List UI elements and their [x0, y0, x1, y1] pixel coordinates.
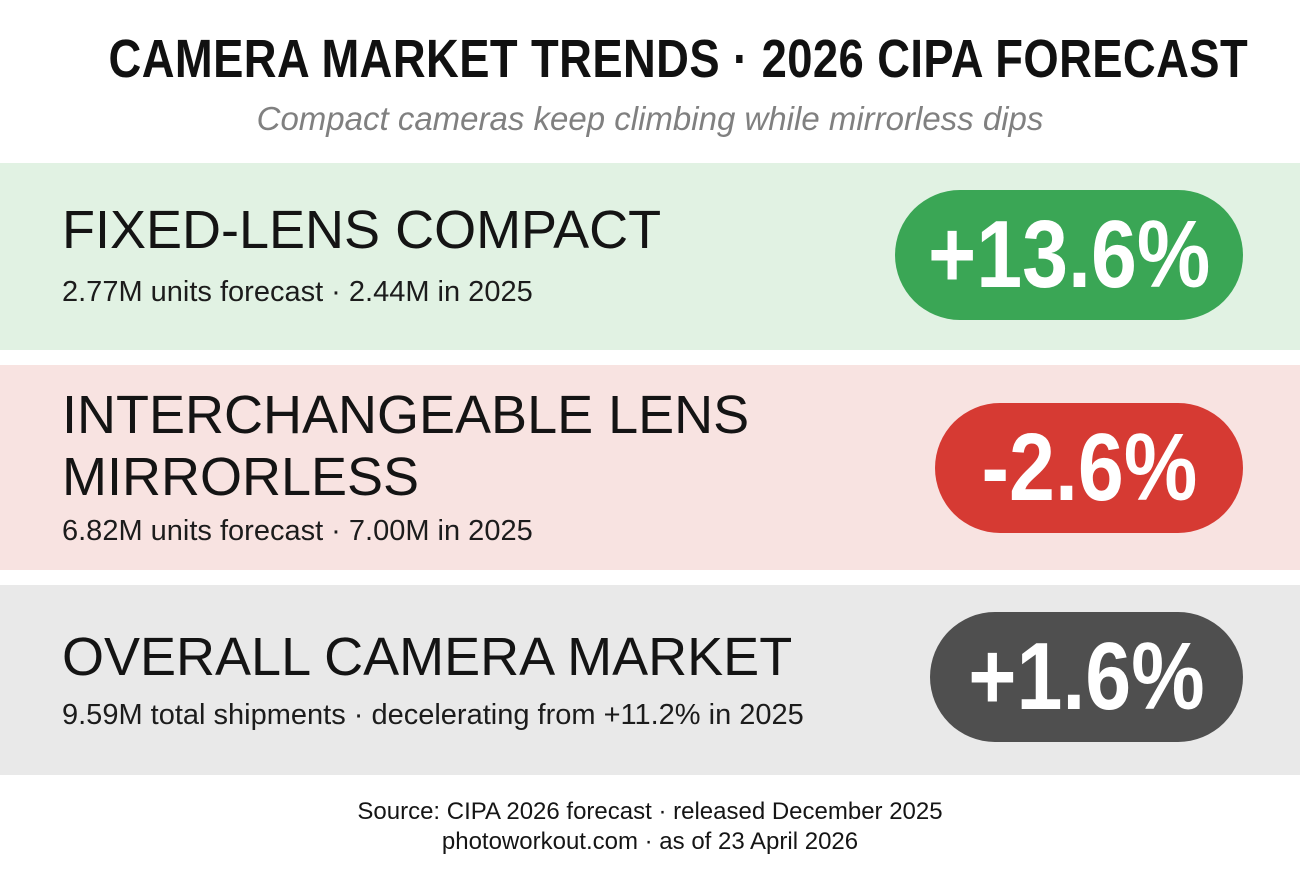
title-text: CAMERA MARKET TRENDS · 2026 CIPA FORECAS…: [108, 29, 1249, 89]
row-title-line1: INTERCHANGEABLE LENS: [62, 385, 750, 445]
row-detail: 2.77M units forecast · 2.44M in 2025: [62, 276, 533, 308]
row-detail: 6.82M units forecast · 7.00M in 2025: [62, 515, 533, 547]
change-value: +13.6%: [927, 201, 1211, 308]
row-overall-market: OVERALL CAMERA MARKET 9.59M total shipme…: [0, 585, 1300, 775]
change-badge: -2.6%: [935, 403, 1243, 533]
change-badge: +1.6%: [930, 612, 1243, 742]
change-value: -2.6%: [981, 414, 1197, 521]
row-fixed-lens-compact: FIXED-LENS COMPACT 2.77M units forecast …: [0, 163, 1300, 350]
change-badge: +13.6%: [895, 190, 1243, 320]
change-value: +1.6%: [968, 623, 1205, 730]
subtitle: Compact cameras keep climbing while mirr…: [256, 100, 1044, 137]
footer-credit: photoworkout.com · as of 23 April 2026: [441, 828, 859, 855]
row-title: OVERALL CAMERA MARKET: [62, 627, 793, 687]
row-mirrorless: INTERCHANGEABLE LENS MIRRORLESS 6.82M un…: [0, 365, 1300, 570]
page-title: CAMERA MARKET TRENDS · 2026 CIPA FORECAS…: [0, 28, 1300, 90]
row-title: FIXED-LENS COMPACT: [62, 200, 662, 260]
row-detail: 9.59M total shipments · decelerating fro…: [62, 699, 804, 731]
footer-source: Source: CIPA 2026 forecast · released De…: [357, 798, 943, 825]
row-title-line2: MIRRORLESS: [62, 447, 420, 507]
